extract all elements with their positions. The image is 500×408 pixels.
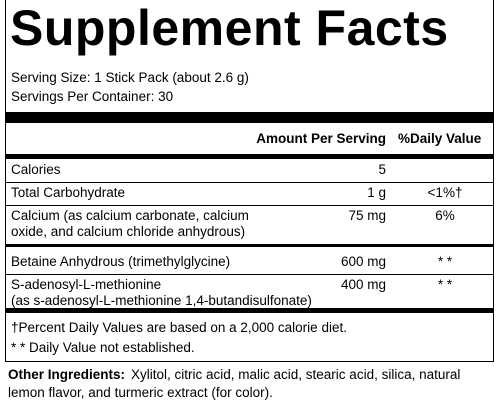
thin-rule	[6, 205, 493, 206]
medium-rule	[6, 308, 493, 313]
amount: 75 mg	[348, 208, 386, 223]
footnote: * * Daily Value not established.	[11, 340, 195, 355]
daily-value: * *	[437, 254, 453, 269]
amount: 400 mg	[340, 277, 386, 292]
amount: 1 g	[367, 185, 386, 200]
thin-rule	[6, 274, 493, 275]
serving-size: Serving Size: 1 Stick Pack (about 2.6 g)	[11, 70, 249, 85]
nutrient-name: (as s-adenosyl-L-methionine 1,4-butandis…	[11, 293, 312, 308]
daily-value: * *	[437, 277, 453, 292]
daily-value: 6%	[435, 208, 455, 223]
other-ingredients-text: lemon flavor, and turmeric extract (for …	[8, 385, 273, 400]
nutrient-name: Betaine Anhydrous (trimethylglycine)	[11, 254, 231, 269]
nutrient-name: Calcium (as calcium carbonate, calcium	[11, 208, 249, 223]
servings-per-container: Servings Per Container: 30	[11, 89, 174, 104]
thick-rule	[6, 112, 493, 123]
title: Supplement Facts	[10, 0, 449, 56]
other-ingredients-label: Other Ingredients:	[8, 367, 126, 382]
daily-value: <1%†	[427, 185, 463, 200]
nutrient-name: oxide, and calcium chloride anhydrous)	[11, 224, 246, 239]
nutrient-name: S-adenosyl-L-methionine	[11, 277, 162, 292]
facts-box	[5, 0, 494, 362]
other-ingredients-text: Xylitol, citric acid, malic acid, steari…	[131, 367, 461, 382]
daily-value-header: %Daily Value	[398, 131, 482, 146]
nutrient-name: Total Carbohydrate	[11, 185, 126, 200]
medium-rule	[6, 244, 493, 247]
medium-rule	[6, 154, 493, 159]
footnote: †Percent Daily Values are based on a 2,0…	[11, 320, 347, 335]
nutrient-name: Calories	[11, 162, 61, 177]
thin-rule	[6, 182, 493, 183]
amount: 5	[378, 162, 386, 177]
amount: 600 mg	[340, 254, 386, 269]
amount-header: Amount Per Serving	[256, 131, 386, 146]
